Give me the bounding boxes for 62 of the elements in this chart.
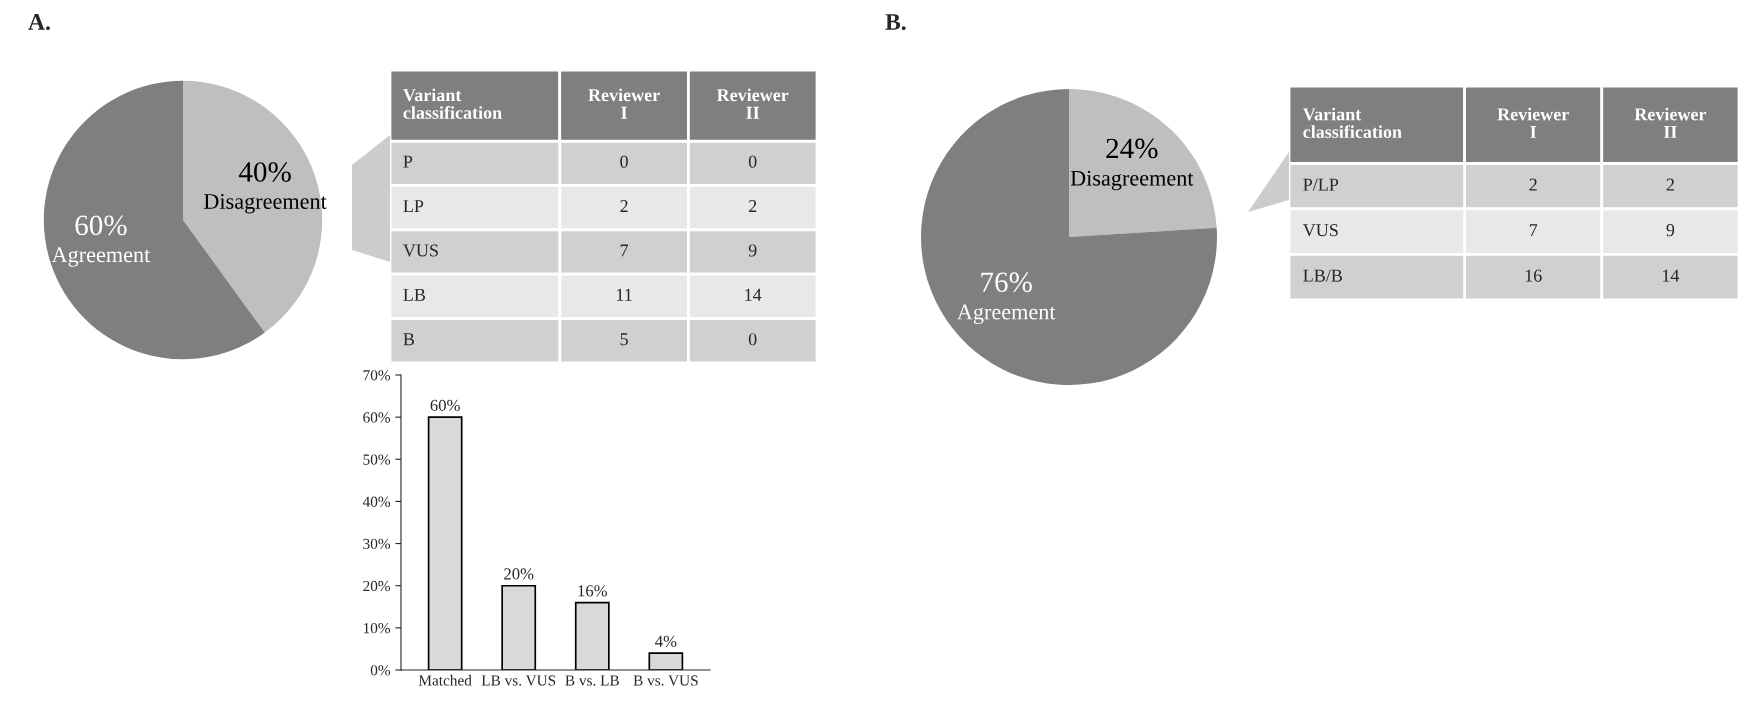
chart-title: B. <box>885 14 906 31</box>
x-tick-label: B vs. VUS <box>633 675 698 686</box>
chart-title: A. <box>28 14 50 31</box>
y-tick-label: B <box>403 333 415 346</box>
data-label: 9 <box>1666 224 1675 237</box>
y-tick-label: 10% <box>363 623 391 634</box>
data-label: 14 <box>745 288 762 301</box>
y-tick-label: 70% <box>363 370 391 381</box>
pie-slice <box>921 89 1217 385</box>
data-label: 7 <box>1529 224 1538 237</box>
x-tick-label: Reviewer I <box>588 88 660 119</box>
slice-label: Agreement <box>51 247 151 267</box>
data-label: 24% <box>1106 138 1158 159</box>
data-label: 0 <box>748 155 757 168</box>
y-tick-label: 50% <box>363 454 391 465</box>
y-tick-label: LB/B <box>1303 269 1342 282</box>
y-tick-label: LB <box>403 288 426 301</box>
slice-label: Disagreement <box>204 193 327 214</box>
data-label: 9 <box>748 244 757 257</box>
x-tick-label: LB vs. VUS <box>481 675 556 686</box>
data-label: 2 <box>1529 178 1537 191</box>
y-axis-title: Variant classification <box>1302 107 1402 139</box>
x-tick-label: Reviewer II <box>716 88 789 119</box>
pie-slice <box>1069 89 1217 237</box>
data-label: 0 <box>620 155 628 168</box>
data-label: 2 <box>748 200 757 212</box>
data-label: 2 <box>1666 178 1674 191</box>
data-label: 16% <box>578 585 607 597</box>
data-label: 14 <box>1662 269 1680 282</box>
y-tick-label: 60% <box>363 412 391 423</box>
data-label: 0 <box>748 333 757 346</box>
data-label: 76% <box>981 272 1032 293</box>
data-label: 60% <box>75 215 127 236</box>
x-tick-label: Reviewer II <box>1634 107 1707 138</box>
y-tick-label: 20% <box>363 580 391 592</box>
data-label: 5 <box>620 333 628 346</box>
y-tick-label: P <box>403 155 413 168</box>
y-tick-label: P/LP <box>1303 178 1339 191</box>
y-tick-label: VUS <box>1302 224 1338 237</box>
data-label: 11 <box>616 288 632 301</box>
y-tick-label: 0% <box>370 665 391 676</box>
bar <box>648 652 684 670</box>
bar <box>574 601 610 670</box>
data-label: 60% <box>430 399 460 412</box>
x-tick-label: Matched <box>418 674 472 686</box>
data-label: 7 <box>620 244 629 257</box>
bar <box>427 416 463 670</box>
slice-label: Disagreement <box>1070 170 1194 191</box>
y-axis-title: Variant classification <box>403 88 502 119</box>
y-tick-label: 30% <box>363 538 391 550</box>
data-label: 40% <box>238 162 291 182</box>
y-tick-label: LP <box>403 200 424 212</box>
data-label: 2 <box>620 200 628 212</box>
y-tick-label: VUS <box>403 244 438 257</box>
data-label: 20% <box>504 568 534 580</box>
x-tick-label: B vs. LB <box>565 675 619 686</box>
x-tick-label: Reviewer I <box>1497 107 1569 138</box>
slice-label: Agreement <box>957 304 1056 325</box>
y-tick-label: 40% <box>362 496 391 507</box>
bar <box>501 584 537 670</box>
data-label: 4% <box>655 635 677 648</box>
data-label: 16 <box>1525 269 1542 282</box>
